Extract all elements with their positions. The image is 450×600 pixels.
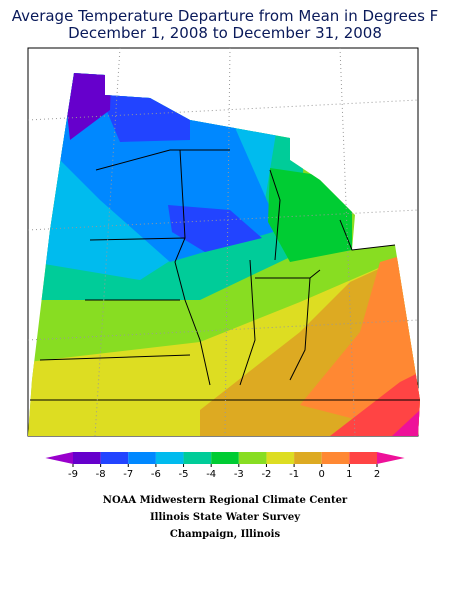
title-line-1: Average Temperature Departure from Mean … (12, 7, 439, 25)
legend-tick-label: -7 (123, 469, 133, 480)
legend-tick-label: -8 (96, 469, 106, 480)
credit-line: Illinois State Water Survey (150, 512, 301, 523)
legend-swatch (100, 452, 129, 464)
title-line-2: December 1, 2008 to December 31, 2008 (68, 24, 382, 42)
legend-tick-label: -9 (68, 469, 78, 480)
legend-end (45, 452, 73, 464)
temperature-field (28, 73, 420, 436)
legend-tick-label: 0 (319, 469, 325, 480)
graticule (27, 47, 419, 437)
legend-swatch (321, 452, 350, 464)
legend-tick-label: -1 (289, 469, 299, 480)
legend-swatch (349, 452, 377, 464)
legend-end (377, 452, 405, 464)
legend-tick-label: -5 (179, 469, 189, 480)
legend-tick-label: -3 (234, 469, 244, 480)
legend-swatch (266, 452, 295, 464)
legend-swatch (238, 452, 267, 464)
legend-tick-label: -2 (261, 469, 271, 480)
credit-line: NOAA Midwestern Regional Climate Center (103, 495, 348, 506)
state-boundaries (30, 149, 420, 401)
legend-tick-label: -4 (206, 469, 216, 480)
legend-swatch (128, 452, 156, 464)
legend-tick-label: 1 (346, 469, 352, 480)
legend-tick-label: 2 (374, 469, 380, 480)
legend-swatch (294, 452, 322, 464)
legend-swatch (211, 452, 239, 464)
legend-swatch (155, 452, 184, 464)
legend-swatch (73, 452, 101, 464)
legend-tick-label: -6 (151, 469, 161, 480)
color-legend: -9 -8 -7 -6 -5 -4 -3 -2 -1 0 1 2 (45, 452, 405, 480)
credit-line: Champaign, Illinois (170, 529, 281, 540)
legend-swatch (183, 452, 212, 464)
